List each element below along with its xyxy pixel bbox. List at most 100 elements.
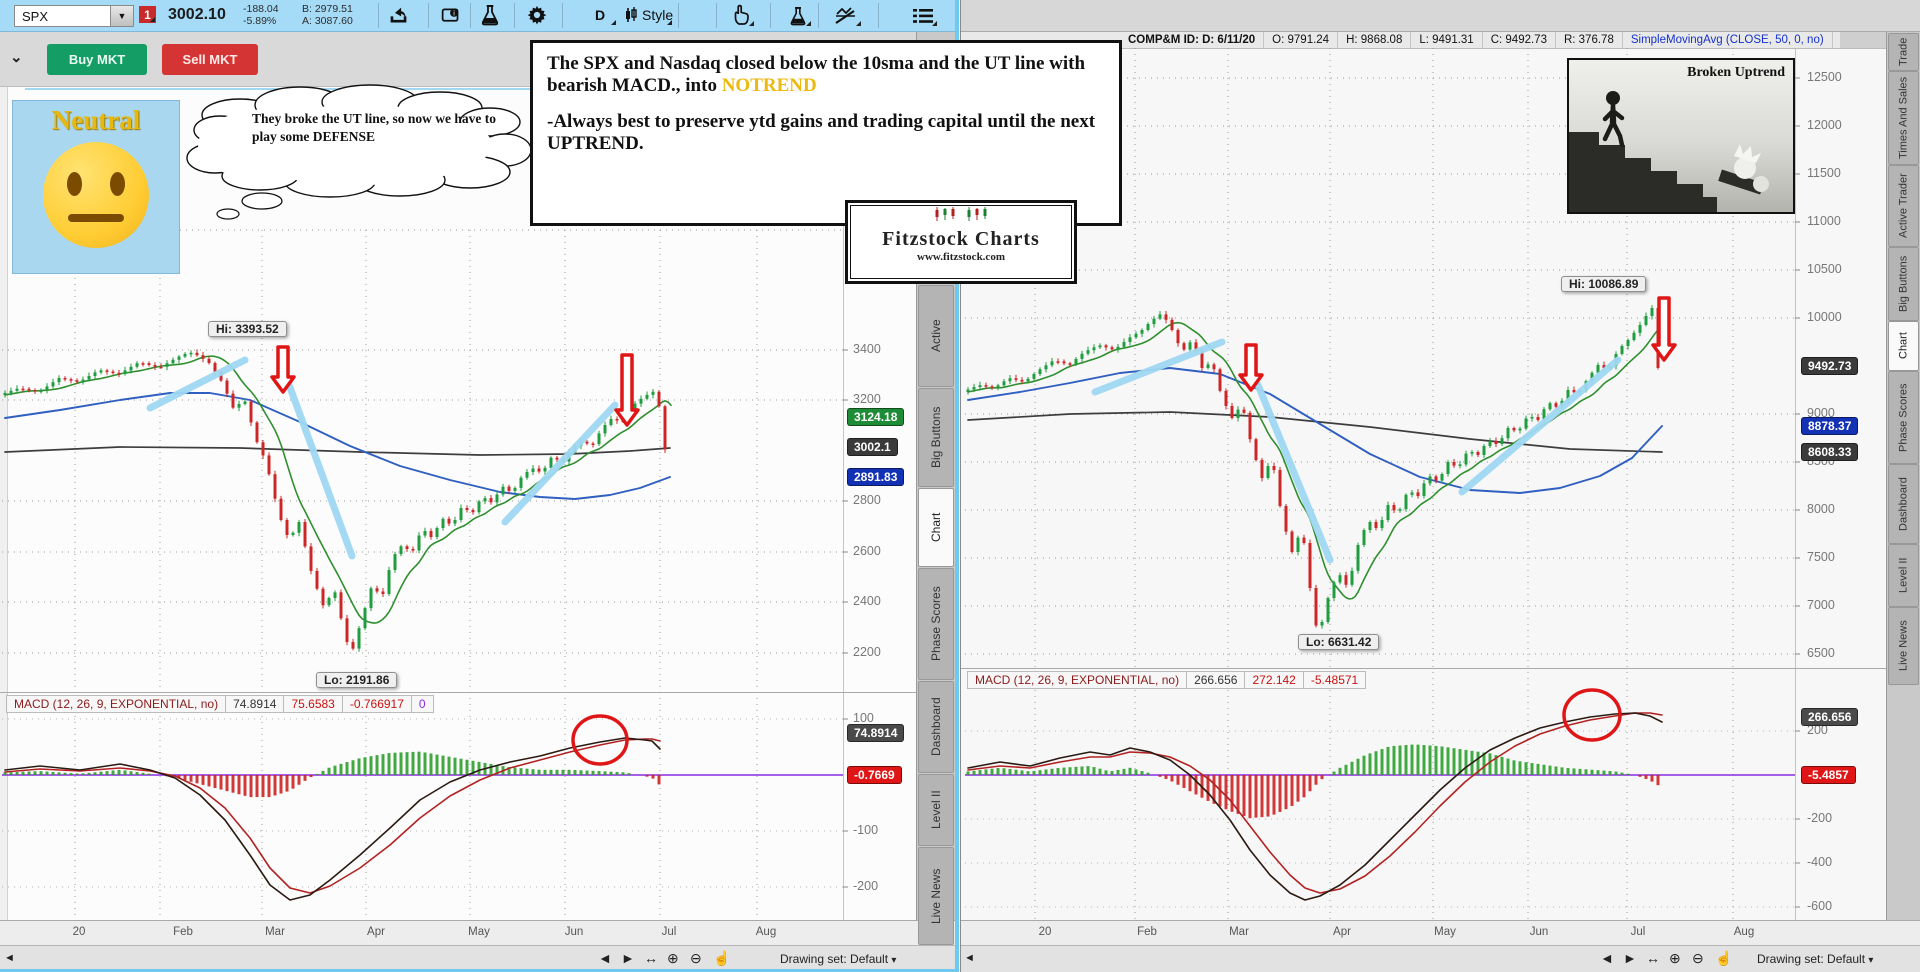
- price-bubble: 9492.73: [1801, 357, 1859, 375]
- symbol-id-label: COMP&M ID: D: 6/11/20: [1120, 31, 1265, 48]
- flask-icon-2[interactable]: [784, 4, 812, 27]
- hand-tool-icon[interactable]: ☝: [713, 950, 731, 966]
- pan-icon[interactable]: ↔: [644, 950, 658, 966]
- collapse-chevron-icon[interactable]: ⌄: [10, 49, 23, 66]
- tab-times-and-sales[interactable]: Times And Sales: [1888, 71, 1919, 165]
- note-line-1: The SPX and Nasdaq closed below the 10sm…: [547, 53, 1086, 96]
- y-axis-tick: 10000: [1807, 310, 1842, 324]
- tab-phase-scores[interactable]: Phase Scores: [1888, 371, 1919, 464]
- share-icon[interactable]: [388, 5, 409, 26]
- scroll-right-icon[interactable]: ►: [1623, 950, 1637, 966]
- macd-axis-tick: -600: [1807, 899, 1833, 913]
- y-axis-tick: 6500: [1807, 646, 1835, 660]
- month-label: 20: [1038, 926, 1052, 938]
- tab-big-buttons[interactable]: Big Buttons: [918, 388, 954, 487]
- gear-icon[interactable]: [526, 4, 548, 26]
- neutral-face-emoji: [43, 142, 149, 248]
- macd-study-name[interactable]: MACD (12, 26, 9, EXPONENTIAL, no): [6, 695, 227, 713]
- tab-trade[interactable]: Trade: [1888, 33, 1919, 71]
- left-panel-splitter[interactable]: [0, 86, 8, 920]
- change-block-left: -188.04 -5.89%: [243, 3, 279, 27]
- tab-chart[interactable]: Chart: [1888, 321, 1919, 371]
- zoom-out-icon[interactable]: ⊖: [1692, 950, 1704, 966]
- macd-axis-tick: -200: [1807, 811, 1833, 825]
- price-bubble: 8878.37: [1801, 417, 1859, 435]
- macd-header: MACD (12, 26, 9, EXPONENTIAL, no) 266.656…: [967, 671, 1367, 689]
- x-axis-right: 20 Feb Mar Apr May Jun Jul Aug: [960, 920, 1920, 946]
- month-label: Apr: [367, 926, 385, 938]
- chevron-down-icon[interactable]: ▼: [110, 6, 133, 26]
- logo-url[interactable]: www.fitzstock.com: [917, 251, 1005, 263]
- tab-level-ii[interactable]: Level II: [918, 774, 954, 846]
- macd-header: MACD (12, 26, 9, EXPONENTIAL, no) 74.8914…: [6, 695, 434, 713]
- scroll-left-icon[interactable]: ◄: [598, 950, 612, 966]
- menu-hamburger-icon[interactable]: [908, 4, 938, 27]
- zoom-out-icon[interactable]: ⊖: [690, 950, 702, 966]
- scroll-right-icon[interactable]: ►: [621, 950, 635, 966]
- study-label[interactable]: SimpleMovingAvg (CLOSE, 50, 0, no): [1623, 31, 1833, 48]
- symbol-combo-left[interactable]: SPX ▼: [14, 5, 134, 27]
- broken-uptrend-caption: Broken Uptrend: [1687, 65, 1785, 80]
- tab-active-trader[interactable]: Active Trader: [1888, 165, 1919, 247]
- tab-chart[interactable]: Chart: [918, 488, 954, 567]
- interval-button[interactable]: D: [583, 4, 617, 26]
- neutral-title: Neutral: [51, 105, 141, 135]
- style-label: Style: [642, 7, 674, 23]
- tab-live-news[interactable]: Live News: [918, 847, 954, 945]
- hand-tool-icon[interactable]: ☝: [1715, 950, 1733, 966]
- tab-dashboard[interactable]: Dashboard: [1888, 464, 1919, 544]
- window-border-cyan: [955, 0, 959, 972]
- flask-icon[interactable]: [480, 4, 500, 26]
- window-border-cyan-bottom: [0, 969, 958, 972]
- sell-mkt-button[interactable]: Sell MKT: [162, 44, 258, 75]
- macd-bubble: -0.7669: [847, 766, 902, 784]
- scroll-left-icon[interactable]: ◄: [4, 952, 15, 964]
- month-label: Apr: [1333, 926, 1351, 938]
- tab-active[interactable]: Active: [918, 285, 954, 387]
- x-axis-left: 20 Feb Mar Apr May Jun Jul Aug: [0, 920, 958, 946]
- drawing-tools-icon[interactable]: [830, 4, 862, 27]
- price-bubble: 2891.83: [847, 468, 905, 486]
- macd-study-name[interactable]: MACD (12, 26, 9, EXPONENTIAL, no): [967, 671, 1188, 689]
- drawing-set-dropdown[interactable]: Drawing set: Default ▾: [780, 952, 897, 966]
- last-price-left: 3002.10: [168, 6, 226, 23]
- range-value: R: 376.78: [1556, 31, 1623, 48]
- logo-candles-icon: [935, 207, 987, 221]
- month-label: Mar: [265, 926, 285, 938]
- macd-value: 272.142: [1244, 671, 1304, 689]
- drawing-set-dropdown[interactable]: Drawing set: Default ▾: [1757, 952, 1874, 966]
- zoom-in-icon[interactable]: ⊕: [1669, 950, 1681, 966]
- macd-value: 0: [410, 695, 434, 713]
- y-axis-tick: 11000: [1807, 214, 1841, 228]
- month-label: Jul: [1630, 926, 1646, 938]
- neutral-sentiment-card: Neutral: [12, 100, 180, 274]
- pointer-hand-icon[interactable]: [727, 3, 755, 27]
- note-line-2: -Always best to preserve ytd gains and t…: [547, 111, 1096, 154]
- note-info-icon[interactable]: i: [440, 5, 461, 26]
- tab-big-buttons[interactable]: Big Buttons: [1888, 247, 1919, 321]
- month-label: May: [1434, 926, 1456, 938]
- pan-icon[interactable]: ↔: [1646, 950, 1660, 966]
- broken-uptrend-image: Broken Uptrend: [1567, 58, 1795, 214]
- tab-phase-scores[interactable]: Phase Scores: [918, 568, 954, 680]
- zoom-in-icon[interactable]: ⊕: [667, 950, 679, 966]
- notrend-highlight: NOTREND: [721, 75, 817, 96]
- bid-ask-left: B: 2979.51 A: 3087.60: [302, 3, 353, 27]
- buy-mkt-button[interactable]: Buy MKT: [47, 44, 147, 75]
- ohlc-scroll-block[interactable]: [1840, 31, 1886, 48]
- broken-uptrend-art: [1569, 91, 1769, 212]
- account-badge[interactable]: 1: [139, 6, 156, 23]
- y-axis-tick: 10500: [1807, 262, 1842, 276]
- svg-text:i: i: [453, 11, 455, 18]
- toolbar-left: SPX ▼ 1 3002.10 -188.04 -5.89% B: 2979.51…: [0, 0, 958, 32]
- scroll-left-icon[interactable]: ◄: [964, 952, 975, 964]
- tab-level-ii[interactable]: Level II: [1888, 544, 1919, 607]
- y-axis-tick: 9000: [1807, 406, 1835, 420]
- tab-live-news[interactable]: Live News: [1888, 607, 1919, 685]
- thought-bubble-text: They broke the UT line, so now we have t…: [252, 111, 497, 144]
- scroll-left-icon[interactable]: ◄: [1600, 950, 1614, 966]
- emoji-eye: [110, 172, 125, 196]
- emoji-eye: [67, 172, 82, 196]
- style-button[interactable]: Style: [624, 4, 673, 26]
- tab-dashboard[interactable]: Dashboard: [918, 681, 954, 773]
